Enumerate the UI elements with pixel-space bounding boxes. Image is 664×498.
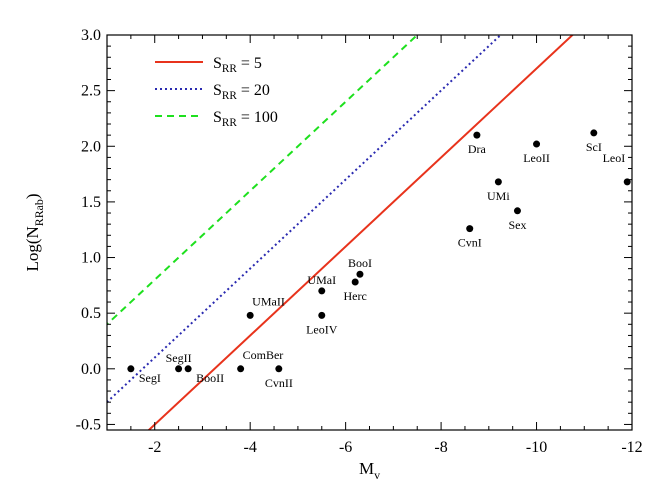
model-line-2 (107, 35, 419, 326)
x-tick-label: -6 (339, 439, 352, 456)
point-label-UMaI: UMaI (307, 273, 336, 287)
point-label-Dra: Dra (468, 142, 487, 156)
point-SegII (175, 365, 183, 373)
x-tick-label: -12 (621, 439, 642, 456)
point-UMaI (318, 287, 326, 295)
point-Herc (351, 278, 359, 286)
point-label-LeoI: LeoI (603, 151, 626, 165)
point-BooII (184, 365, 192, 373)
point-LeoII (533, 140, 541, 148)
model-line-1 (107, 35, 503, 404)
x-tick-label: -10 (526, 439, 547, 456)
legend: SRR = 5 SRR = 20 SRR = 100 (155, 55, 278, 129)
point-Dra (473, 131, 481, 139)
point-Sex (513, 207, 521, 215)
point-label-CvnI: CvnI (458, 236, 482, 250)
point-label-LeoII: LeoII (523, 151, 550, 165)
point-BooI (356, 270, 364, 278)
y-tick-label: 2.0 (81, 138, 101, 155)
point-label-ComBer: ComBer (243, 348, 284, 362)
point-label-CvnII: CvnII (265, 376, 293, 390)
point-LeoIV (318, 311, 326, 319)
point-label-BooI: BooI (348, 256, 372, 270)
point-label-LeoIV: LeoIV (306, 322, 338, 336)
point-label-SegI: SegI (139, 371, 161, 385)
point-label-Sex: Sex (508, 218, 526, 232)
point-label-BooII: BooII (196, 371, 224, 385)
y-tick-label: 0.5 (81, 305, 101, 322)
point-CvnI (466, 225, 474, 233)
point-ComBer (237, 365, 245, 373)
y-tick-label: 3.0 (81, 27, 101, 44)
y-tick-label: 1.0 (81, 250, 101, 267)
point-label-ScI: ScI (586, 140, 602, 154)
legend-label-0: SRR = 5 (213, 55, 262, 75)
y-tick-label: -0.5 (76, 416, 101, 433)
y-tick-label: 2.5 (81, 83, 101, 100)
x-axis-title: Mv (359, 459, 380, 482)
x-tick-label: -8 (434, 439, 447, 456)
x-tick-label: -4 (244, 439, 257, 456)
point-SegI (127, 365, 135, 373)
point-label-SegII: SegII (166, 351, 192, 365)
model-line-0 (147, 35, 574, 430)
y-tick-label: 0.0 (81, 361, 101, 378)
legend-label-1: SRR = 20 (213, 82, 270, 102)
axis-ticks: -2 -4 -6 -8 -10 -12 -0.5 0.0 0.5 1.0 1.5 2.0 2.5 3.0 (76, 27, 643, 456)
point-UMaII (246, 311, 254, 319)
model-lines (107, 35, 574, 430)
x-tick-label: -2 (148, 439, 161, 456)
point-label-Herc: Herc (344, 289, 367, 303)
point-CvnII (275, 365, 283, 373)
y-axis-title: Log(NRRab) (23, 193, 46, 271)
point-ScI (590, 129, 598, 137)
point-label-UMi: UMi (487, 189, 510, 203)
y-tick-label: 1.5 (81, 194, 101, 211)
point-label-UMaII: UMaII (252, 294, 285, 308)
legend-label-2: SRR = 100 (213, 109, 278, 129)
data-points: SegI SegII BooII ComBer CvnII UMaII LeoIV UMaI H… (127, 129, 631, 390)
point-UMi (494, 178, 502, 186)
axis-titles: Mv Log(NRRab) (23, 193, 380, 482)
